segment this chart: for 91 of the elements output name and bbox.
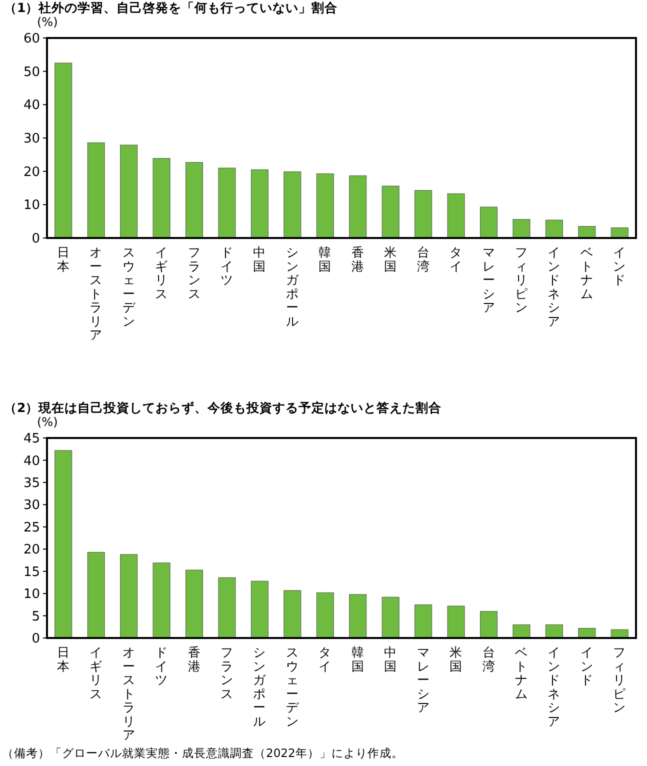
x-tick-label: インドネシア — [548, 644, 561, 728]
x-tick-label: ドイツ — [220, 244, 234, 287]
bar — [316, 173, 334, 238]
y-tick-label: 25 — [23, 520, 40, 536]
y-axis-title: (%) — [37, 15, 58, 29]
y-tick-label: 20 — [23, 542, 40, 558]
bar — [512, 624, 530, 638]
bar — [349, 175, 367, 238]
chart-title: （2）現在は自己投資しておらず、今後も投資する予定はないと答えた割合 — [4, 400, 442, 415]
x-tick-label: 中国 — [253, 244, 266, 274]
y-tick-label: 50 — [23, 64, 40, 80]
x-tick-label: 台湾 — [416, 244, 430, 274]
y-tick-label: 35 — [23, 476, 40, 491]
x-tick-label: 韓国 — [351, 644, 364, 674]
x-tick-label: オーストラリア — [122, 644, 136, 742]
y-tick-label: 40 — [23, 454, 40, 469]
x-tick-label: 日本 — [56, 244, 70, 274]
bar — [250, 169, 268, 238]
y-tick-label: 10 — [23, 198, 40, 214]
bar — [120, 144, 138, 238]
bar — [414, 190, 432, 238]
bar — [218, 168, 236, 238]
bar — [545, 220, 563, 238]
y-tick-label: 45 — [23, 432, 40, 447]
x-tick-label: 香港 — [351, 244, 364, 274]
bar — [316, 592, 334, 638]
bar — [349, 594, 367, 638]
x-tick-label: ベトナム — [580, 244, 594, 301]
y-axis-title: (%) — [37, 415, 58, 429]
y-tick-label: 0 — [32, 232, 40, 247]
bar — [185, 570, 204, 638]
bar — [480, 206, 498, 238]
x-tick-label: フィリピン — [514, 244, 528, 314]
bar — [414, 604, 432, 638]
x-tick-label: 日本 — [56, 644, 70, 674]
chart-title: （1）社外の学習、自己啓発を「何も行っていない」割合 — [4, 0, 338, 15]
x-tick-label: フランス — [188, 244, 201, 301]
bar — [87, 552, 105, 638]
x-tick-label: シンガポール — [286, 244, 300, 328]
y-tick-label: 30 — [23, 132, 40, 147]
bar — [152, 158, 170, 238]
x-tick-label: イギリス — [90, 644, 103, 701]
bar — [120, 554, 138, 638]
x-tick-label: インド — [613, 244, 626, 287]
y-tick-label: 0 — [32, 632, 40, 647]
x-tick-label: マレーシア — [482, 244, 496, 314]
y-tick-label: 40 — [23, 98, 40, 114]
x-tick-label: ドイツ — [155, 644, 168, 687]
bar — [284, 171, 302, 238]
bar — [284, 590, 302, 638]
y-tick-label: 30 — [23, 498, 40, 514]
y-tick-label: 5 — [32, 609, 40, 624]
y-tick-label: 10 — [23, 587, 40, 602]
x-tick-label: 韓国 — [318, 244, 332, 274]
x-tick-label: 米国 — [384, 244, 398, 274]
x-tick-label: タイ — [450, 244, 463, 274]
x-tick-label: インドネシア — [548, 244, 561, 328]
text: （備考）「グローバル就業実態・成長意識調査（2022年）」により作成。 — [2, 746, 404, 760]
bar — [545, 624, 563, 638]
bar — [87, 142, 105, 238]
bar — [250, 580, 268, 638]
x-tick-label: 台湾 — [482, 644, 496, 674]
x-tick-label: ベトナム — [514, 644, 528, 701]
x-tick-label: スウェーデン — [286, 644, 300, 728]
x-tick-label: インド — [580, 644, 594, 687]
x-tick-label: シンガポール — [253, 644, 268, 728]
y-tick-label: 20 — [23, 164, 40, 180]
bar — [578, 226, 596, 238]
bar — [382, 186, 400, 238]
x-tick-label: 香港 — [188, 644, 201, 674]
x-tick-label: フランス — [220, 644, 234, 701]
bar — [54, 450, 72, 638]
bar — [512, 219, 530, 238]
bar — [152, 562, 170, 638]
bar — [382, 596, 400, 638]
bar — [185, 162, 204, 238]
bar — [447, 193, 465, 238]
x-tick-label: マレーシア — [416, 644, 430, 714]
bar — [54, 62, 72, 238]
bar — [218, 577, 236, 638]
bar — [447, 606, 465, 638]
x-tick-label: スウェーデン — [122, 244, 136, 328]
x-tick-label: フィリピン — [613, 644, 626, 714]
x-tick-label: 米国 — [450, 644, 463, 674]
x-tick-label: 中国 — [384, 644, 398, 674]
y-tick-label: 60 — [23, 32, 40, 47]
x-tick-label: イギリス — [155, 244, 168, 301]
x-tick-label: オーストラリア — [90, 244, 103, 342]
y-tick-label: 15 — [23, 564, 40, 580]
x-tick-label: タイ — [318, 644, 332, 674]
bar — [480, 611, 498, 638]
